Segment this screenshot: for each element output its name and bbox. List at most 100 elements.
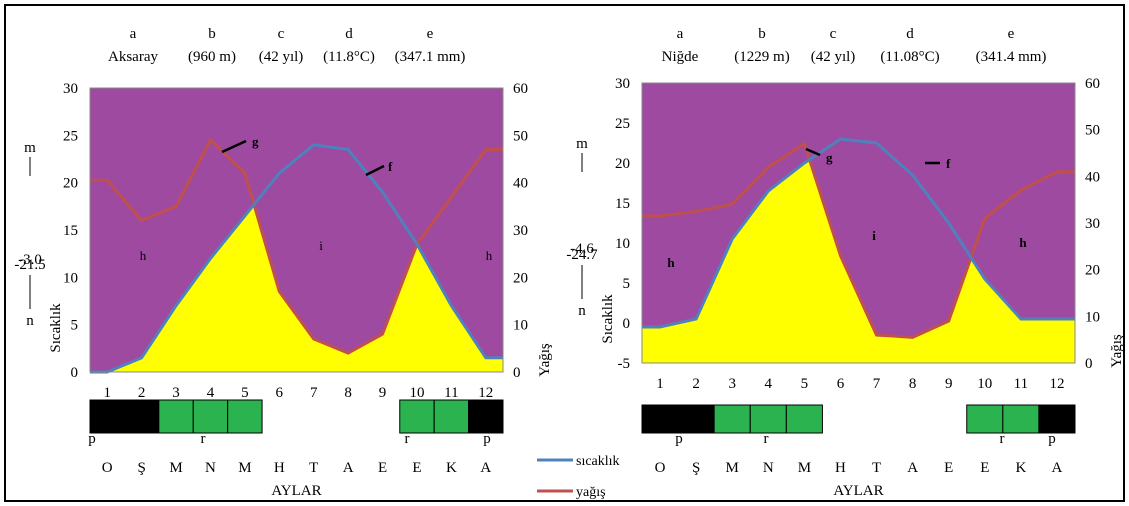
month-letter: A <box>907 460 918 476</box>
side-value-m: -3.0 <box>18 252 42 268</box>
y-axis-title: Sıcaklık <box>600 294 616 344</box>
month-bar-segment <box>713 404 751 434</box>
area-label-f: f <box>388 159 393 174</box>
month-letter: M <box>798 460 811 476</box>
x-tick-label: 7 <box>873 376 881 392</box>
x-tick-label: 5 <box>241 385 249 401</box>
month-bar-segment <box>433 399 470 434</box>
x-tick-label: 12 <box>1049 376 1064 392</box>
plot-border <box>89 87 504 373</box>
month-bar-segment <box>785 404 823 434</box>
header-letter: a <box>677 26 684 42</box>
month-letter: M <box>169 460 182 476</box>
x-tick-label: 2 <box>692 376 700 392</box>
header-letter: e <box>427 26 434 42</box>
area-label-f: f <box>946 156 951 171</box>
month-bar-segment <box>123 399 160 434</box>
month-bar-segment <box>1002 404 1040 434</box>
header-letter: b <box>208 26 216 42</box>
x-tick-label: 6 <box>276 385 284 401</box>
pointer-g <box>805 147 821 157</box>
x-tick-label: 10 <box>977 376 992 392</box>
header-value: (11.08°C) <box>880 49 939 65</box>
month-letter: N <box>205 460 216 476</box>
area-label-i: i <box>319 238 323 253</box>
month-letter: M <box>238 460 251 476</box>
month-bar-segment <box>192 399 229 434</box>
header-letter: b <box>758 26 766 42</box>
y2-tick-label: 20 <box>513 270 528 286</box>
side-value-n: -24.7 <box>566 247 598 263</box>
side-label-n: n <box>578 303 586 319</box>
y2-tick-label: 0 <box>1085 356 1093 372</box>
y-tick-label: 5 <box>71 318 79 334</box>
y2-tick-label: 20 <box>1085 263 1100 279</box>
y-tick-label: 5 <box>623 276 631 292</box>
figure-frame <box>4 4 1125 502</box>
legend: sıcaklık yağış <box>537 454 620 500</box>
month-letter: E <box>980 460 989 476</box>
month-letter: E <box>412 460 421 476</box>
nigde-panel: a b c d e Niğde (1229 m) (42 yıl) (11.08°C) (341.… <box>566 26 1125 499</box>
y2-tick-label: 60 <box>1085 76 1100 92</box>
month-letter: Ş <box>137 460 145 476</box>
y-tick-label: 15 <box>615 196 630 212</box>
month-bar-segment <box>227 399 263 434</box>
month-letter: M <box>726 460 739 476</box>
x-tick-label: 12 <box>478 385 493 401</box>
x-tick-label: 9 <box>379 385 387 401</box>
y-tick-label: -5 <box>618 356 631 372</box>
header-value: Niğde <box>662 49 699 65</box>
y2-tick-label: 10 <box>513 318 528 334</box>
month-bar-segment <box>468 399 504 434</box>
aksaray-panel: a b c d e Aksaray (960 m) (42 yıl) (11.8°C) (347.… <box>14 26 553 499</box>
bar-label-p-left: p <box>675 431 683 447</box>
month-letter: K <box>1015 460 1026 476</box>
header-letter: c <box>830 26 837 42</box>
month-letter: K <box>446 460 457 476</box>
x-tick-label: 11 <box>444 385 458 401</box>
bar-label-p-right: p <box>1048 431 1056 447</box>
legend-label-precipitation: yağış <box>576 485 606 500</box>
area-label-h-right: h <box>1019 235 1027 250</box>
month-letter: A <box>480 460 491 476</box>
y-tick-label: 0 <box>623 316 631 332</box>
x-tick-label: 9 <box>945 376 953 392</box>
month-bar-segment <box>677 404 715 434</box>
y2-tick-label: 30 <box>1085 216 1100 232</box>
y-tick-label: 30 <box>615 76 630 92</box>
pointer-g <box>221 139 247 154</box>
y2-tick-label: 0 <box>513 365 521 381</box>
side-label-n: n <box>26 313 34 329</box>
y-tick-label: 10 <box>615 236 630 252</box>
x-tick-label: 4 <box>207 385 215 401</box>
x-axis-title: AYLAR <box>833 483 883 499</box>
header-value: (42 yıl) <box>259 49 304 65</box>
header-value: (1229 m) <box>734 49 789 65</box>
temperature-line <box>90 143 503 374</box>
x-tick-label: 3 <box>728 376 736 392</box>
y2-tick-label: 50 <box>513 128 528 144</box>
area-label-g: g <box>826 150 833 165</box>
precipitation-line <box>90 137 503 355</box>
header-value: (11.8°C) <box>323 49 375 65</box>
y2-axis-title: Yağış <box>1109 334 1125 368</box>
area-label-g: g <box>252 134 259 149</box>
y-tick-label: 15 <box>63 223 78 239</box>
y2-tick-label: 40 <box>513 176 528 192</box>
y2-tick-label: 10 <box>1085 309 1100 325</box>
month-bar-segment <box>641 404 679 434</box>
month-letter: E <box>944 460 953 476</box>
month-letter: E <box>378 460 387 476</box>
month-bar-segment <box>1038 404 1076 434</box>
x-tick-label: 5 <box>801 376 809 392</box>
y-tick-label: 20 <box>63 176 78 192</box>
month-letter: H <box>274 460 285 476</box>
area-label-h-left: h <box>140 248 147 263</box>
x-tick-label: 8 <box>344 385 352 401</box>
x-tick-label: 4 <box>765 376 773 392</box>
y2-tick-label: 50 <box>1085 123 1100 139</box>
bar-label-p-left: p <box>88 431 96 447</box>
area-label-h-left: h <box>667 255 675 270</box>
